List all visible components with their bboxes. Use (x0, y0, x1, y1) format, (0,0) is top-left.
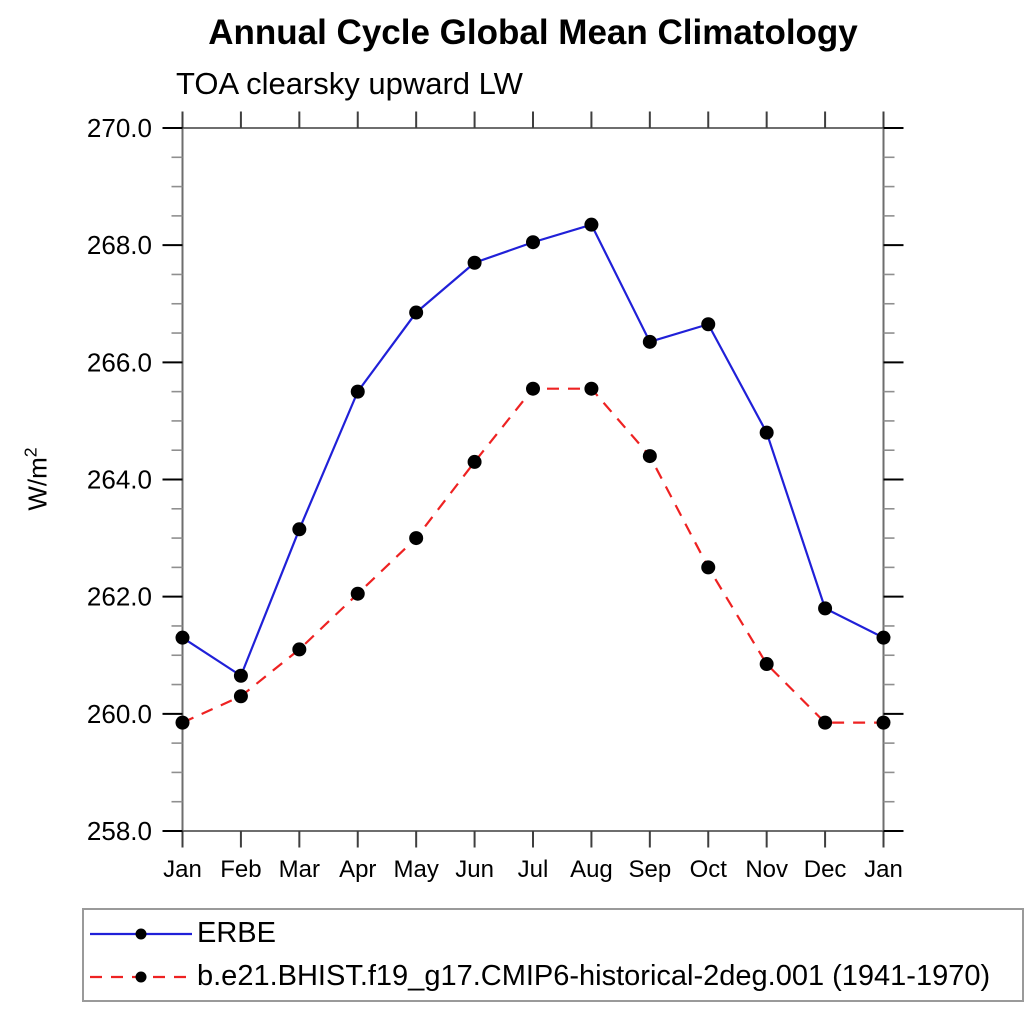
data-point-marker (526, 235, 540, 250)
legend-label: b.e21.BHIST.f19_g17.CMIP6-historical-2de… (197, 960, 991, 992)
data-point-marker (642, 334, 657, 349)
data-point-marker (584, 381, 599, 396)
data-point-marker (467, 255, 482, 270)
y-tick-label: 270.0 (87, 113, 152, 143)
x-tick-label: Jul (518, 856, 549, 883)
y-tick-label: 258.0 (87, 816, 152, 846)
y-tick-label: 268.0 (87, 230, 152, 260)
data-point-marker (233, 668, 248, 683)
x-tick-label: Mar (279, 856, 320, 883)
data-point-marker (350, 384, 365, 399)
x-tick-label: Dec (804, 856, 847, 883)
data-point-marker (350, 586, 365, 601)
data-point-marker (818, 715, 833, 730)
legend-line-sample-solid (90, 928, 192, 939)
x-tick-label: Jan (864, 856, 903, 883)
data-point-marker (292, 642, 307, 657)
data-point-marker (233, 689, 248, 704)
x-tick-label: Oct (690, 856, 728, 883)
data-point-marker (175, 715, 190, 730)
data-point-marker (876, 715, 891, 730)
legend-item-erbe: ERBE (88, 912, 1022, 955)
x-tick-label: Feb (220, 856, 261, 883)
data-point-marker (467, 454, 482, 469)
y-tick-label: 266.0 (87, 347, 152, 377)
y-tick-label: 264.0 (87, 465, 152, 495)
chart-subtitle: TOA clearsky upward LW (176, 66, 523, 101)
data-point-marker (175, 630, 190, 645)
legend-item-model: b.e21.BHIST.f19_g17.CMIP6-historical-2de… (88, 955, 1022, 998)
legend-line-sample-dashed (90, 971, 192, 982)
data-point-marker (701, 317, 716, 332)
x-tick-label: May (393, 856, 438, 883)
x-tick-label: Jun (455, 856, 494, 883)
x-tick-label: Jan (163, 856, 202, 883)
data-point-marker (759, 657, 774, 672)
data-point-marker (292, 522, 307, 537)
legend: ERBE b.e21.BHIST.f19_g17.CMIP6-historica… (82, 908, 1024, 1002)
data-point-marker (526, 381, 540, 396)
x-tick-label: Apr (339, 856, 376, 883)
y-tick-label: 262.0 (87, 582, 152, 612)
x-tick-label: Nov (745, 856, 788, 883)
data-point-marker (409, 305, 424, 320)
legend-sample-marker (135, 971, 147, 982)
series-line-erbe (181, 223, 884, 678)
legend-label: ERBE (197, 917, 276, 949)
legend-sample-marker (135, 928, 147, 939)
data-point-marker (876, 630, 891, 645)
x-tick-label: Aug (570, 856, 613, 883)
data-point-marker (642, 449, 657, 464)
data-point-marker (584, 217, 599, 232)
y-tick-label: 260.0 (87, 699, 152, 729)
data-point-marker (818, 601, 833, 616)
data-point-marker (759, 425, 774, 440)
data-point-marker (409, 531, 424, 546)
chart-title: Annual Cycle Global Mean Climatology (208, 13, 858, 52)
x-tick-label: Sep (628, 856, 671, 883)
data-point-marker (701, 560, 716, 575)
plot-frame (181, 127, 885, 832)
